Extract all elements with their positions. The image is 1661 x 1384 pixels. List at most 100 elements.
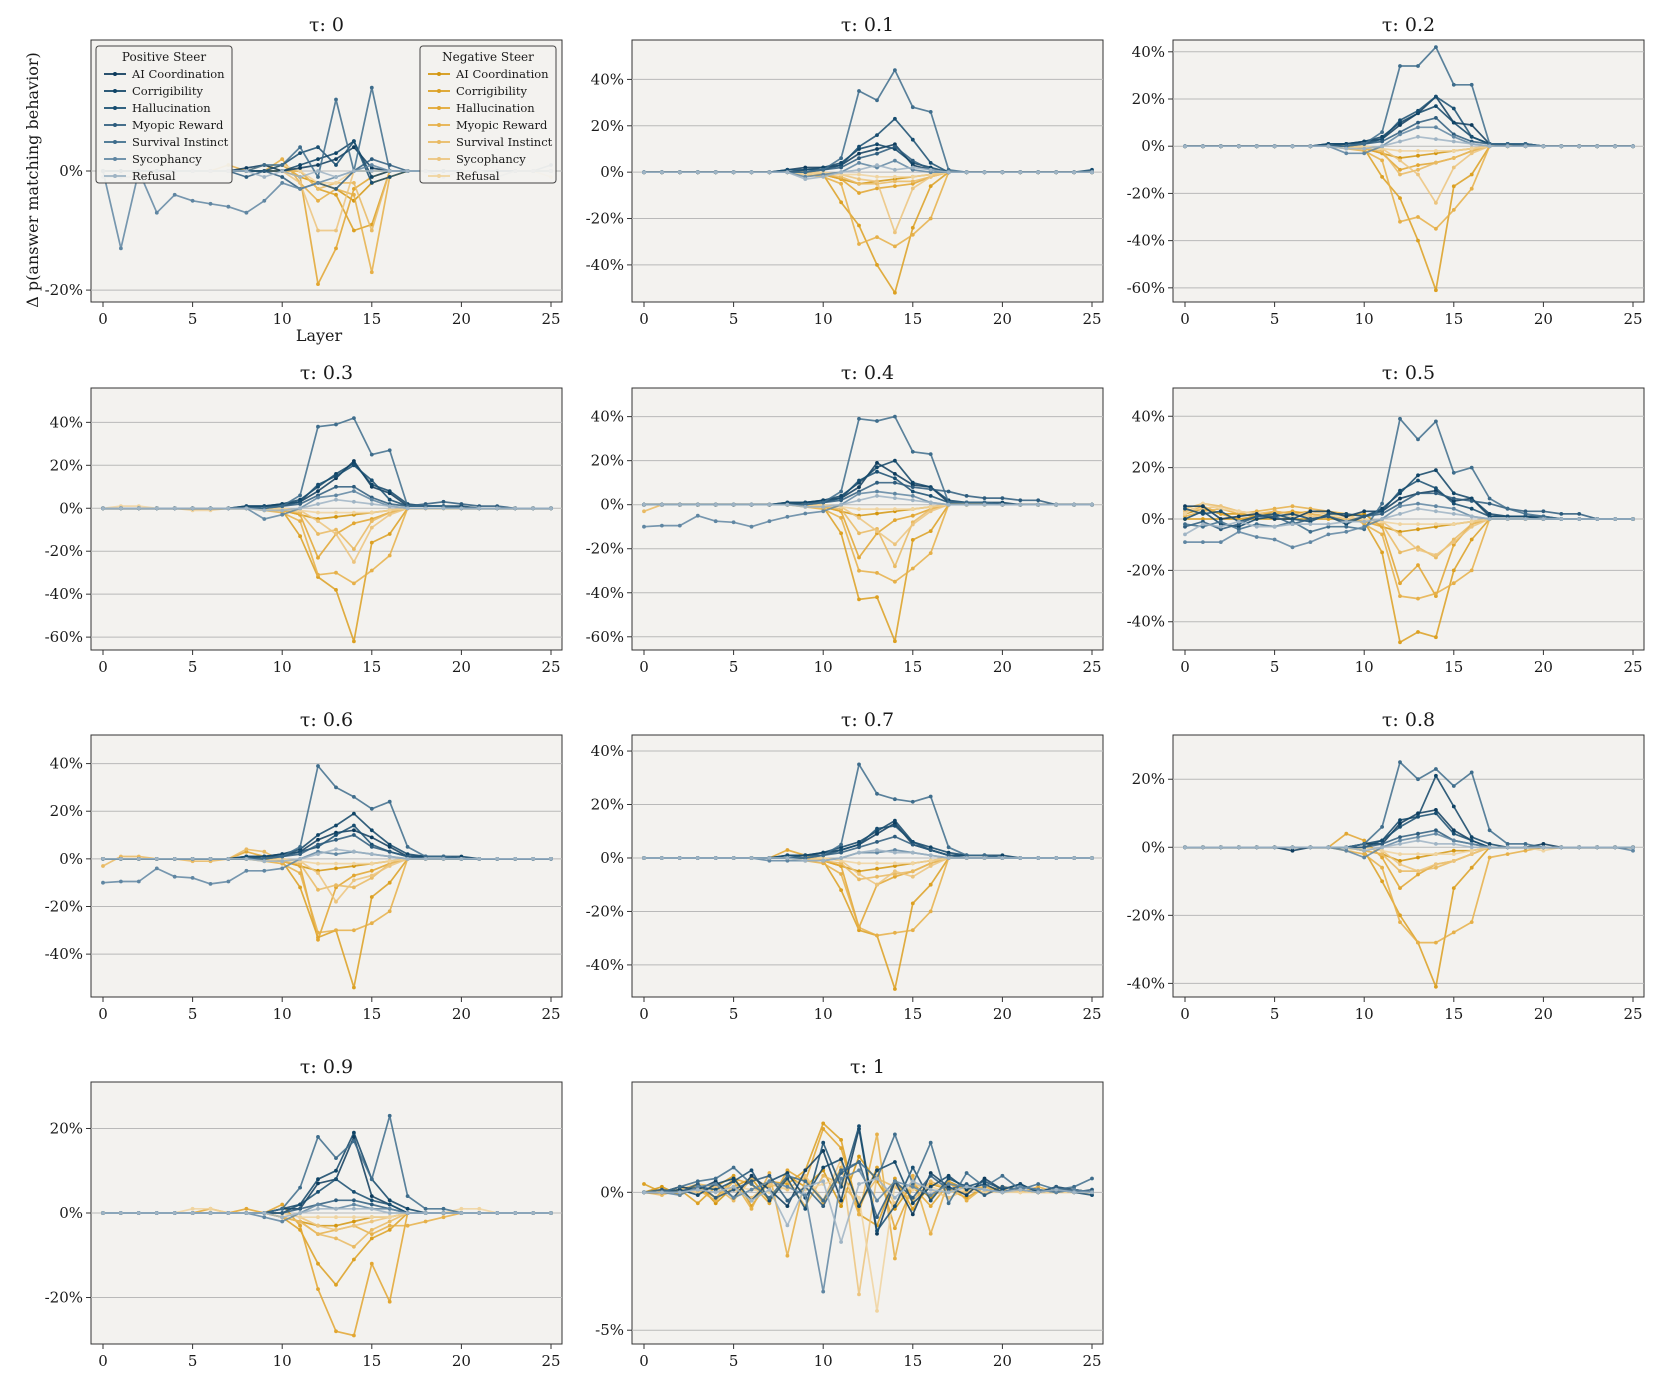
data-point xyxy=(1362,514,1367,519)
data-point xyxy=(928,509,933,514)
data-point xyxy=(731,1179,736,1184)
data-point xyxy=(352,873,356,878)
data-point xyxy=(441,1206,446,1211)
data-point xyxy=(316,764,320,768)
data-point xyxy=(352,1139,356,1144)
data-point xyxy=(352,139,356,144)
data-point xyxy=(893,1176,897,1181)
data-point xyxy=(352,484,356,489)
data-point xyxy=(405,1223,410,1228)
x-tick-label: 15 xyxy=(1444,310,1463,328)
data-point xyxy=(1036,502,1041,507)
legend-swatch-marker xyxy=(437,106,441,110)
y-tick-label: 40% xyxy=(50,413,83,431)
data-point xyxy=(262,175,267,179)
data-point xyxy=(910,928,915,933)
data-point xyxy=(1451,848,1456,853)
data-point xyxy=(298,1185,302,1190)
data-point xyxy=(1036,1190,1041,1195)
legend-swatch-marker xyxy=(113,72,117,76)
panel-title: τ: 0.6 xyxy=(300,709,353,731)
data-point xyxy=(839,1146,843,1151)
data-point xyxy=(1487,517,1492,521)
data-point xyxy=(785,1171,790,1175)
series-line xyxy=(643,1161,1093,1218)
data-point xyxy=(1416,869,1420,873)
data-point xyxy=(1487,842,1492,846)
data-point xyxy=(928,551,933,555)
data-point xyxy=(1416,125,1420,130)
data-point xyxy=(1434,468,1438,473)
x-tick-label: 20 xyxy=(1534,310,1553,328)
data-point xyxy=(316,502,320,506)
data-point xyxy=(893,116,897,121)
data-point xyxy=(334,837,338,842)
data-point xyxy=(767,1198,772,1203)
x-tick-label: 5 xyxy=(188,1352,198,1370)
data-point xyxy=(785,1173,790,1178)
data-point xyxy=(1523,845,1528,850)
data-point xyxy=(928,794,933,799)
data-point xyxy=(749,1207,754,1211)
data-point xyxy=(910,165,915,170)
y-tick-label: -60% xyxy=(1127,279,1165,297)
data-point xyxy=(1201,509,1205,514)
data-point xyxy=(352,985,356,990)
data-point xyxy=(334,422,338,427)
data-point xyxy=(1451,804,1456,809)
data-point xyxy=(928,494,933,498)
data-point xyxy=(749,170,754,175)
data-point xyxy=(713,502,718,507)
data-point xyxy=(1434,419,1438,424)
data-point xyxy=(821,1198,826,1203)
data-point xyxy=(244,166,249,170)
data-point xyxy=(785,514,790,519)
legend-item-label: AI Coordination xyxy=(131,67,225,81)
data-point xyxy=(334,1206,338,1211)
data-point xyxy=(298,534,302,539)
plot-area xyxy=(631,387,1104,651)
data-point xyxy=(1380,842,1384,846)
data-point xyxy=(369,845,374,849)
data-point xyxy=(1380,512,1384,516)
data-point xyxy=(910,538,915,542)
series-line xyxy=(644,1169,1093,1293)
data-point xyxy=(459,506,464,511)
x-tick-label: 0 xyxy=(98,1005,108,1023)
data-point xyxy=(893,874,897,879)
data-point xyxy=(298,145,302,150)
y-tick-label: -20% xyxy=(45,1289,83,1307)
data-point xyxy=(316,1215,320,1220)
data-point xyxy=(964,1182,969,1186)
data-point xyxy=(1072,170,1076,175)
data-point xyxy=(910,449,915,454)
data-point xyxy=(1434,865,1438,870)
data-point xyxy=(369,482,374,487)
data-point xyxy=(316,424,320,429)
y-tick-label: 20% xyxy=(591,117,624,135)
legend-item-label: Refusal xyxy=(132,169,176,183)
data-point xyxy=(857,191,861,195)
data-point xyxy=(928,529,933,533)
data-point xyxy=(1398,581,1402,586)
data-point xyxy=(1487,828,1492,833)
data-point xyxy=(875,1165,879,1170)
data-point xyxy=(441,506,446,511)
data-point xyxy=(1398,196,1402,201)
data-point xyxy=(1416,777,1420,782)
data-point xyxy=(172,857,177,861)
data-point xyxy=(387,799,392,804)
data-point xyxy=(1487,144,1492,149)
data-point xyxy=(857,928,861,933)
data-point xyxy=(298,845,302,849)
data-point xyxy=(334,1215,338,1220)
data-point xyxy=(928,487,933,492)
data-point xyxy=(226,857,231,861)
data-point xyxy=(1272,509,1277,514)
data-point xyxy=(208,857,213,861)
data-point xyxy=(1036,1182,1041,1186)
data-point xyxy=(857,478,861,483)
data-point xyxy=(1018,1190,1023,1195)
data-point xyxy=(660,170,664,175)
x-tick-label: 25 xyxy=(541,658,560,676)
